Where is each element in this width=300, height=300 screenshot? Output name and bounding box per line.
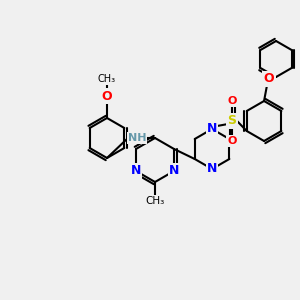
Text: O: O (264, 73, 274, 85)
Text: NH: NH (128, 133, 146, 143)
Text: O: O (227, 96, 237, 106)
Text: CH₃: CH₃ (146, 196, 165, 206)
Text: N: N (131, 164, 141, 178)
Text: N: N (169, 164, 179, 178)
Text: CH₃: CH₃ (98, 74, 116, 84)
Text: N: N (207, 163, 217, 176)
Text: N: N (207, 122, 217, 136)
Text: S: S (228, 115, 237, 128)
Text: O: O (102, 89, 112, 103)
Text: O: O (227, 136, 237, 146)
